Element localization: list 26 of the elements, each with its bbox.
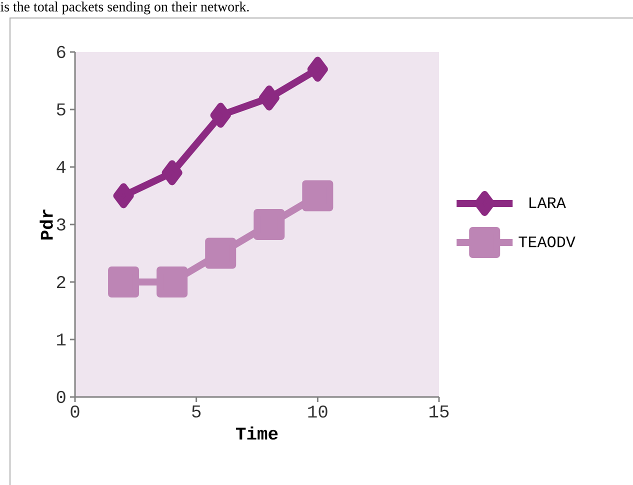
point: [254, 208, 285, 240]
y-axis-title: Pdr: [40, 210, 53, 240]
legend-label: LARA: [530, 197, 566, 208]
x-tick-label: 10: [308, 406, 328, 418]
point: [258, 85, 280, 110]
x-tick-label: 0: [70, 406, 80, 418]
point: [210, 102, 231, 128]
point: [302, 180, 334, 212]
x-tick-label: 5: [192, 406, 201, 418]
y-tick-label: 2: [56, 276, 66, 288]
y-tick-label: 3: [56, 218, 66, 231]
y-tick-label: 4: [56, 161, 66, 173]
y-tick-label: 5: [56, 103, 66, 116]
point: [162, 160, 182, 186]
y-tick-label: 0: [56, 390, 66, 404]
x-tick-label: 15: [430, 406, 449, 418]
point: [307, 56, 328, 82]
x-axis-title: Time: [236, 426, 278, 440]
legend-label: TEAODV: [518, 236, 576, 248]
point: [205, 238, 236, 269]
point: [108, 266, 140, 298]
y-tick-label: 1: [57, 334, 66, 346]
point: [156, 266, 188, 298]
text: is the total packets sending on their network.: [0, 2, 249, 14]
point: [113, 183, 134, 208]
y-tick-label: 6: [57, 46, 66, 58]
